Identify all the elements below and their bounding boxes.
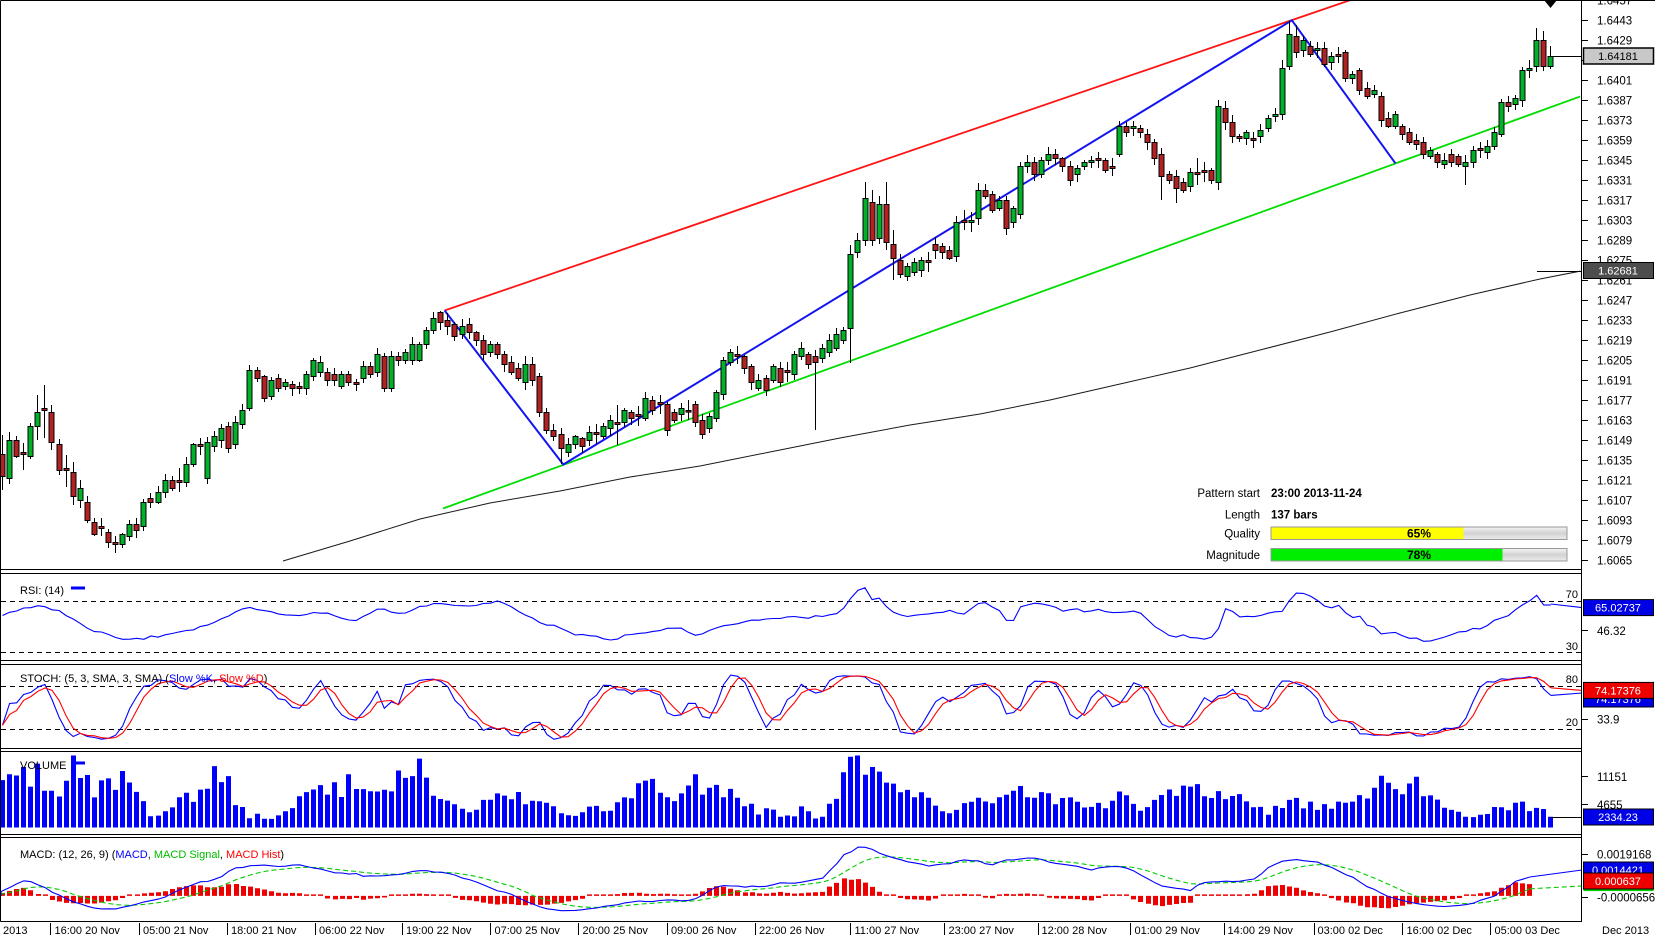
svg-text:20: 20 [1566,717,1578,729]
svg-text:19:00 22 Nov: 19:00 22 Nov [406,925,472,937]
svg-text:16:00 20 Nov: 16:00 20 Nov [55,925,121,937]
svg-text:1.6429: 1.6429 [1597,35,1632,47]
svg-text:1.6289: 1.6289 [1597,235,1632,247]
svg-text:1.6331: 1.6331 [1597,175,1632,187]
svg-text:137 bars: 137 bars [1271,510,1318,522]
svg-text:2013: 2013 [3,925,27,937]
svg-text:Quality: Quality [1224,529,1260,541]
svg-text:1.6093: 1.6093 [1597,515,1632,527]
svg-text:1.6373: 1.6373 [1597,115,1632,127]
svg-text:11151: 11151 [1597,772,1627,784]
svg-text:09:00 26 Nov: 09:00 26 Nov [671,925,737,937]
svg-text:12:00 28 Nov: 12:00 28 Nov [1042,925,1108,937]
svg-text:80: 80 [1566,674,1578,686]
svg-text:22:00 26 Nov: 22:00 26 Nov [759,925,825,937]
svg-text:1.6247: 1.6247 [1597,295,1632,307]
svg-text:30: 30 [1566,641,1578,653]
svg-text:78%: 78% [1407,548,1431,562]
svg-text:01:00 29 Nov: 01:00 29 Nov [1135,925,1201,937]
svg-text:65.02737: 65.02737 [1595,603,1641,615]
svg-text:33.9: 33.9 [1597,715,1619,727]
svg-text:20:00 25 Nov: 20:00 25 Nov [583,925,649,937]
svg-text:1.6191: 1.6191 [1597,375,1632,387]
svg-text:1.6317: 1.6317 [1597,195,1632,207]
svg-text:05:00 03 Dec: 05:00 03 Dec [1495,925,1561,937]
svg-text:1.6107: 1.6107 [1597,495,1632,507]
svg-text:06:00 22 Nov: 06:00 22 Nov [319,925,385,937]
svg-text:0.000637: 0.000637 [1595,876,1641,888]
svg-text:18:00 21 Nov: 18:00 21 Nov [231,925,297,937]
svg-text:05:00 21 Nov: 05:00 21 Nov [143,925,209,937]
svg-text:Dec 2013: Dec 2013 [1602,925,1649,937]
svg-text:1.6457: 1.6457 [1597,0,1632,7]
svg-text:1.6177: 1.6177 [1597,395,1632,407]
svg-text:1.6359: 1.6359 [1597,135,1632,147]
svg-text:1.6401: 1.6401 [1597,75,1632,87]
svg-text:VOLUME: VOLUME [20,760,66,772]
svg-text:Pattern start: Pattern start [1197,488,1260,500]
svg-text:16:00 02 Dec: 16:00 02 Dec [1407,925,1473,937]
svg-text:STOCH: (5, 3, SMA, 3, SMA) (Sl: STOCH: (5, 3, SMA, 3, SMA) (Slow %K, Slo… [20,673,267,685]
svg-text:46.32: 46.32 [1597,626,1626,638]
svg-text:23:00 2013-11-24: 23:00 2013-11-24 [1271,488,1362,500]
svg-text:Magnitude: Magnitude [1206,550,1260,562]
svg-text:1.6303: 1.6303 [1597,215,1632,227]
svg-text:74.17376: 74.17376 [1595,685,1641,697]
svg-text:1.6443: 1.6443 [1597,15,1632,27]
svg-text:Length: Length [1225,510,1260,522]
svg-text:1.6149: 1.6149 [1597,435,1632,447]
svg-text:14:00 29 Nov: 14:00 29 Nov [1228,925,1294,937]
svg-text:0.0019168: 0.0019168 [1597,849,1651,861]
svg-text:23:00 27 Nov: 23:00 27 Nov [949,925,1015,937]
svg-text:1.6205: 1.6205 [1597,355,1632,367]
svg-text:07:00 25 Nov: 07:00 25 Nov [495,925,561,937]
svg-text:1.6079: 1.6079 [1597,535,1632,547]
svg-text:11:00 27 Nov: 11:00 27 Nov [855,925,920,937]
svg-text:1.6135: 1.6135 [1597,455,1632,467]
svg-text:1.6163: 1.6163 [1597,415,1632,427]
svg-text:70: 70 [1566,589,1578,601]
svg-text:65%: 65% [1407,527,1431,541]
svg-text:1.6345: 1.6345 [1597,155,1632,167]
svg-text:1.6387: 1.6387 [1597,95,1632,107]
svg-text:RSI: (14): RSI: (14) [20,585,64,597]
svg-text:2334.23: 2334.23 [1598,812,1638,824]
svg-text:1.6065: 1.6065 [1597,555,1632,567]
svg-text:1.6219: 1.6219 [1597,335,1632,347]
svg-text:1.64181: 1.64181 [1598,51,1638,63]
svg-text:MACD: (12, 26, 9) (MACD, MACD: MACD: (12, 26, 9) (MACD, MACD Signal, MA… [20,849,284,861]
svg-text:1.6233: 1.6233 [1597,315,1632,327]
svg-text:-0.0000656: -0.0000656 [1597,892,1655,904]
svg-text:1.6121: 1.6121 [1597,475,1632,487]
svg-text:1.62681: 1.62681 [1598,266,1638,278]
svg-text:03:00 02 Dec: 03:00 02 Dec [1318,925,1384,937]
